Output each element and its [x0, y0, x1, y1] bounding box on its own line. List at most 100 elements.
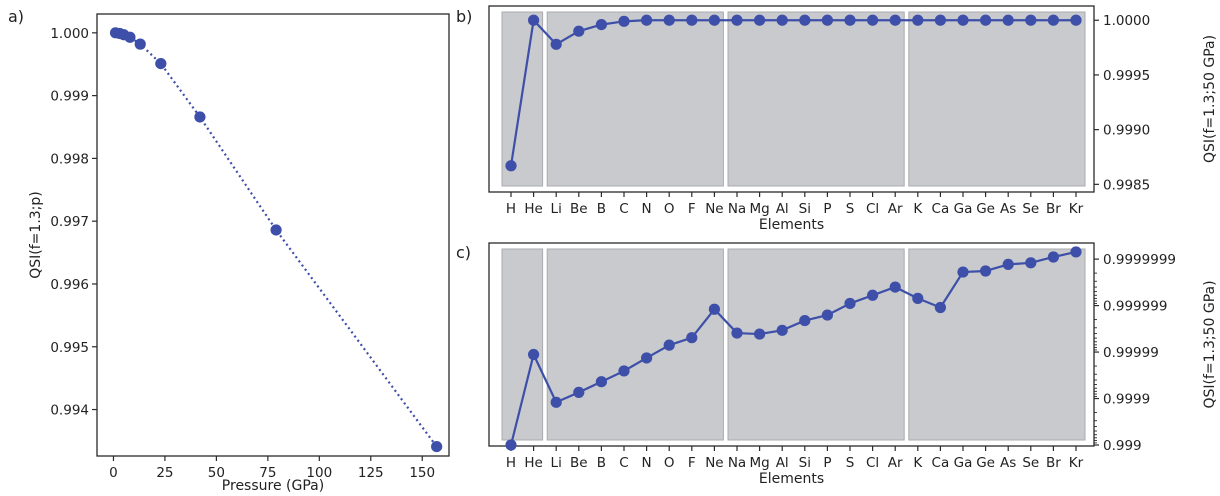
x-tick-label: F	[688, 201, 696, 217]
x-tick-label: 25	[156, 465, 173, 481]
data-point	[821, 309, 834, 321]
data-point	[595, 376, 608, 388]
x-tick-label: Mg	[749, 201, 769, 217]
data-point	[686, 14, 698, 26]
data-point	[641, 14, 653, 26]
panel-b-shaded-block	[727, 11, 905, 187]
x-tick-label: Ne	[705, 455, 723, 471]
x-tick-label: Se	[1022, 455, 1039, 471]
data-point	[1025, 257, 1037, 269]
data-point	[528, 14, 540, 26]
y-tick-label: 0.999	[1103, 438, 1142, 454]
panel-b-linear-elements-plot: b) H He Li Be B C N O F Ne Na Mg Al Si P S Cl Ar K Ca Ga Ge As S…	[456, 5, 1218, 233]
data-point	[754, 328, 766, 340]
data-point	[686, 332, 698, 344]
data-point	[934, 14, 947, 26]
panel-a-pressure-plot: a) 0 25 50 75 100 125 150 0.994 0.995 0.996 0.997 0.…	[8, 7, 450, 494]
data-point	[124, 31, 136, 43]
data-point	[799, 14, 811, 26]
x-tick-label: H	[506, 455, 516, 471]
panel-c-shaded-block	[727, 248, 905, 441]
data-point	[708, 14, 721, 26]
data-point	[1002, 14, 1014, 26]
data-point	[1070, 14, 1082, 26]
y-tick-label: 0.998	[50, 151, 89, 167]
panel-c-x-axis-title: Elements	[759, 471, 824, 487]
panel-b-frame	[488, 5, 1095, 193]
x-tick-label: Ge	[976, 201, 995, 217]
data-point	[731, 327, 743, 339]
x-tick-label: Na	[728, 201, 746, 217]
x-tick-label: P	[823, 201, 831, 217]
data-point	[889, 281, 901, 293]
data-point	[754, 14, 766, 26]
data-point	[731, 14, 743, 26]
y-tick-label: 1.0000	[1103, 13, 1150, 29]
x-tick-label: He	[524, 201, 542, 217]
data-point	[821, 14, 834, 26]
data-point	[134, 38, 146, 50]
x-tick-label: B	[597, 201, 606, 217]
data-point	[867, 14, 879, 26]
y-axis-title: QSI(f=1.3;p)	[28, 191, 44, 279]
x-tick-label: N	[642, 201, 652, 217]
x-tick-label: S	[846, 201, 855, 217]
x-tick-label: Br	[1046, 201, 1061, 217]
panel-b-y-axis-title: QSI(f=1.3;50 GPa)	[1202, 35, 1218, 163]
data-point	[1047, 14, 1059, 26]
y-tick-label: 0.996	[50, 277, 89, 293]
x-tick-label: C	[619, 455, 628, 471]
x-tick-label: Si	[799, 201, 811, 217]
data-point	[1047, 251, 1059, 263]
panel-a-frame	[96, 13, 450, 457]
x-tick-label: S	[846, 455, 855, 471]
panel-a-label: a)	[8, 7, 24, 26]
x-tick-label: Al	[776, 201, 789, 217]
data-point	[776, 14, 788, 26]
x-tick-label: K	[913, 201, 923, 217]
data-point	[573, 386, 585, 398]
data-point	[957, 266, 969, 278]
x-tick-label: 75	[259, 465, 276, 481]
data-point	[618, 15, 630, 27]
panel-c-label: c)	[456, 243, 471, 262]
x-tick-label: Al	[776, 455, 789, 471]
x-tick-label: Ne	[705, 201, 723, 217]
data-point	[641, 352, 653, 364]
data-point	[505, 160, 517, 172]
y-tick-label: 0.9995	[1103, 68, 1150, 84]
y-tick-label: 0.999999	[1103, 299, 1167, 315]
x-tick-label: Ar	[888, 455, 903, 471]
data-point	[270, 224, 282, 236]
x-tick-label: Kr	[1069, 455, 1084, 471]
data-point	[867, 289, 879, 301]
x-tick-label: Li	[551, 455, 562, 471]
x-tick-label: B	[597, 455, 606, 471]
data-point	[663, 339, 675, 351]
x-tick-label: Ar	[888, 201, 903, 217]
x-tick-label: P	[823, 455, 831, 471]
x-tick-label: Ga	[954, 455, 973, 471]
x-tick-label: Si	[799, 455, 811, 471]
panel-b-shaded-block	[908, 11, 1086, 187]
x-tick-label: 150	[409, 465, 435, 481]
data-point	[155, 57, 167, 70]
panel-c-shaded-block	[546, 248, 724, 441]
data-line	[115, 31, 438, 448]
data-point	[573, 25, 585, 37]
y-tick-label: 0.9999	[1103, 392, 1150, 408]
x-tick-label: 125	[358, 465, 384, 481]
x-tick-label: 0	[109, 465, 118, 481]
x-tick-label: Br	[1046, 455, 1061, 471]
x-tick-label: Mg	[749, 455, 769, 471]
data-point	[595, 19, 608, 31]
x-tick-label: As	[1000, 201, 1016, 217]
x-tick-label: O	[664, 201, 675, 217]
y-tick-label: 0.99999	[1103, 345, 1159, 361]
data-point	[1002, 258, 1014, 271]
data-point	[550, 38, 562, 50]
panel-c-shaded-block	[908, 248, 1086, 441]
data-point	[528, 348, 540, 361]
data-point	[708, 303, 721, 315]
